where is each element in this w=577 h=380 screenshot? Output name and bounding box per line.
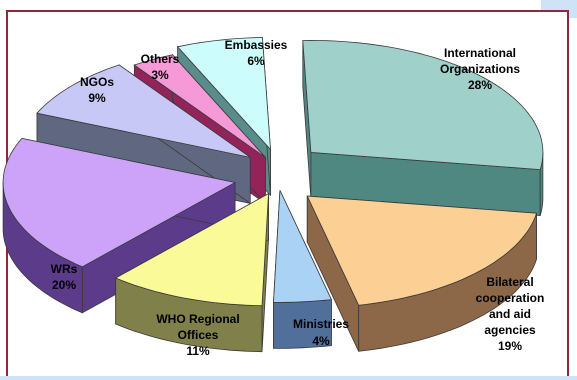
pie-labels: International Organizations 28% Bilateral co… [51, 38, 545, 358]
slice-percent-others: 3% [151, 68, 169, 82]
pie-slice-bilateral-top [306, 195, 538, 306]
pie-slice-ngos-top [36, 64, 251, 158]
slice-percent-international-organizations: 28% [468, 78, 492, 92]
pie-slice-who-regional-offices [114, 192, 269, 353]
pie-slice-international-organizations [302, 39, 544, 217]
pie-slices [2, 37, 544, 353]
slice-percent-bilateral: 19% [498, 339, 522, 353]
pie-slice-international-organizations-top [302, 39, 544, 171]
slice-label-international-organizations-0: International [444, 46, 516, 60]
slice-label-who-regional-offices-1: Offices [178, 328, 219, 342]
pie-slice-bilateral [306, 195, 538, 352]
slice-label-who-regional-offices-0: WHO Regional [156, 312, 239, 326]
slice-label-bilateral-1: cooperation [476, 291, 545, 305]
slice-label-ministries-0: Ministries [293, 317, 349, 331]
slice-label-others-0: Others [141, 52, 180, 66]
slice-label-bilateral-3: agencies [484, 323, 536, 337]
pie-slice-others-top [133, 54, 266, 158]
slice-label-international-organizations-1: Organizations [440, 62, 520, 76]
slice-percent-ministries: 4% [312, 334, 330, 348]
slice-label-wrs-0: WRs [51, 262, 78, 276]
pie-slice-wrs-top [2, 137, 237, 268]
pie-slice-who-regional-offices-top [114, 192, 269, 307]
slice-label-bilateral-2: and aid [489, 307, 531, 321]
slice-percent-embassies: 6% [247, 54, 265, 68]
pie-slice-embassies-top [176, 37, 271, 151]
slice-percent-wrs: 20% [52, 278, 76, 292]
bottom-strip [0, 376, 577, 380]
slice-percent-who-regional-offices: 11% [186, 344, 210, 358]
pie-slice-ministries [273, 190, 333, 349]
slice-label-embassies-0: Embassies [225, 38, 288, 52]
slice-label-bilateral-0: Bilateral [486, 275, 533, 289]
slice-percent-ngos: 9% [88, 91, 106, 105]
pie-slice-ministries-top [273, 190, 333, 303]
slice-label-ngos-0: NGOs [80, 75, 114, 89]
